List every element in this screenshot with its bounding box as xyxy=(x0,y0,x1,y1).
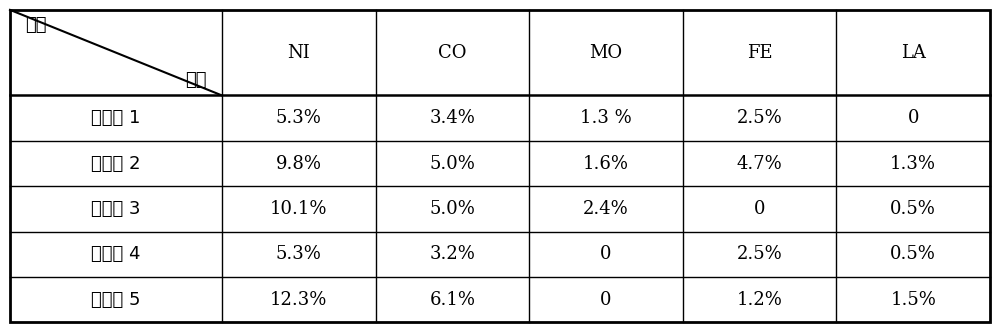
Text: 0: 0 xyxy=(600,291,612,309)
Text: 3.4%: 3.4% xyxy=(429,109,475,127)
Text: 2.5%: 2.5% xyxy=(737,245,782,263)
Text: 1.3%: 1.3% xyxy=(890,155,936,172)
Text: 0.5%: 0.5% xyxy=(890,245,936,263)
Text: 4.7%: 4.7% xyxy=(737,155,782,172)
Text: 5.3%: 5.3% xyxy=(276,109,322,127)
Text: 6.1%: 6.1% xyxy=(429,291,475,309)
Text: 1.2%: 1.2% xyxy=(737,291,783,309)
Text: 成分: 成分 xyxy=(25,16,46,35)
Text: 2.5%: 2.5% xyxy=(737,109,782,127)
Text: 10.1%: 10.1% xyxy=(270,200,327,218)
Text: MO: MO xyxy=(589,44,623,62)
Text: 0: 0 xyxy=(907,109,919,127)
Text: NI: NI xyxy=(287,44,310,62)
Text: 实施例 1: 实施例 1 xyxy=(91,109,141,127)
Text: 0.5%: 0.5% xyxy=(890,200,936,218)
Text: 3.2%: 3.2% xyxy=(429,245,475,263)
Text: 5.0%: 5.0% xyxy=(429,155,475,172)
Text: 1.5%: 1.5% xyxy=(890,291,936,309)
Text: 0: 0 xyxy=(754,200,765,218)
Text: 1.6%: 1.6% xyxy=(583,155,629,172)
Text: 9.8%: 9.8% xyxy=(276,155,322,172)
Text: 实施例 5: 实施例 5 xyxy=(91,291,141,309)
Text: 1.3 %: 1.3 % xyxy=(580,109,632,127)
Text: 实施例 2: 实施例 2 xyxy=(91,155,141,172)
Text: 5.3%: 5.3% xyxy=(276,245,322,263)
Text: 实施例 3: 实施例 3 xyxy=(91,200,141,218)
Text: FE: FE xyxy=(747,44,772,62)
Text: 12.3%: 12.3% xyxy=(270,291,327,309)
Text: 5.0%: 5.0% xyxy=(429,200,475,218)
Text: 2.4%: 2.4% xyxy=(583,200,629,218)
Text: 0: 0 xyxy=(600,245,612,263)
Text: CO: CO xyxy=(438,44,467,62)
Text: 序号: 序号 xyxy=(185,71,207,89)
Text: 实施例 4: 实施例 4 xyxy=(91,245,141,263)
Text: LA: LA xyxy=(901,44,926,62)
